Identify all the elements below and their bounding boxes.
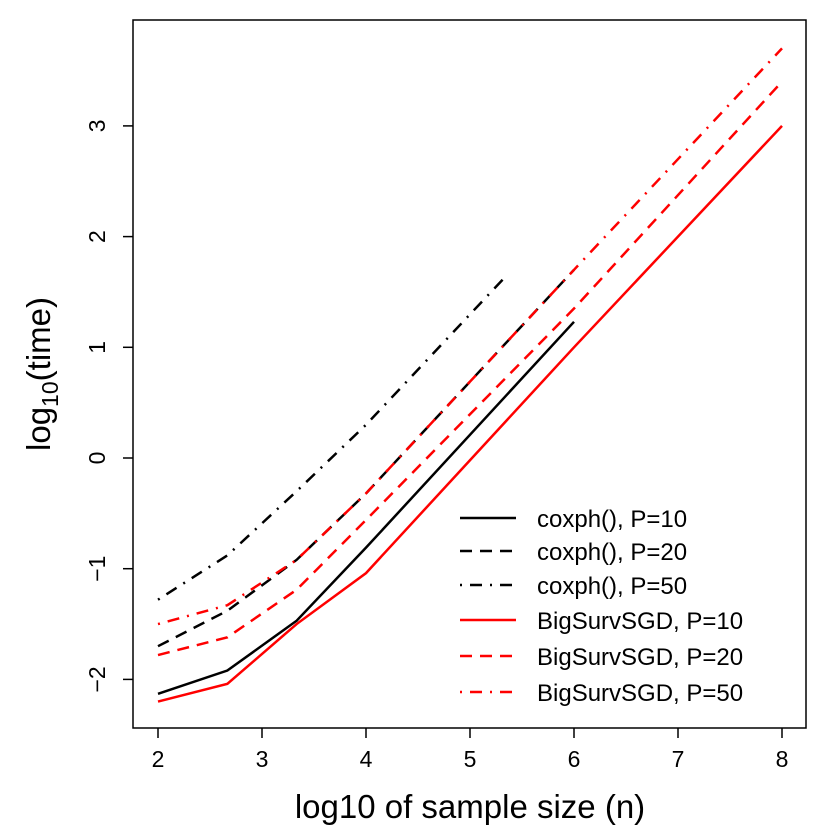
x-axis-label: log10 of sample size (n) [295,788,645,825]
series-line [157,125,783,703]
x-tick-label: 8 [776,746,789,772]
series-lines [157,47,783,703]
series-line [157,268,575,648]
legend-label: BigSurvSGD, P=20 [537,644,743,671]
y-tick-label: 1 [84,341,110,354]
y-axis-label-rest: (time) [20,297,57,381]
legend-label: coxph(), P=50 [537,573,687,600]
y-axis-label: log10(time) [20,297,63,451]
legend: coxph(), P=10 coxph(), P=20 coxph(), P=50 B… [460,506,743,707]
x-tick-label: 4 [360,746,373,772]
y-tick-label: 0 [84,452,110,465]
legend-label: coxph(), P=20 [537,539,687,566]
x-tick-label: 5 [464,746,477,772]
x-tick-label: 6 [568,746,581,772]
x-axis: 2 3 4 5 6 7 8 [152,728,789,772]
y-axis-label-sub: 10 [37,381,63,407]
y-axis-label-base: log [20,407,57,451]
series-line [157,320,575,695]
y-axis: −2 −1 0 1 2 3 [84,120,133,693]
series-line [157,276,506,601]
legend-label: coxph(), P=10 [537,506,687,533]
y-tick-label: 2 [84,230,110,243]
y-tick-label: −1 [84,556,110,582]
x-tick-label: 3 [256,746,269,772]
series-line [157,47,783,626]
y-tick-label: −2 [84,666,110,692]
series-line [157,80,783,657]
legend-label: BigSurvSGD, P=50 [537,680,743,707]
legend-label: BigSurvSGD, P=10 [537,608,743,635]
x-tick-label: 2 [152,746,165,772]
x-tick-label: 7 [672,746,685,772]
y-tick-label: 3 [84,120,110,133]
